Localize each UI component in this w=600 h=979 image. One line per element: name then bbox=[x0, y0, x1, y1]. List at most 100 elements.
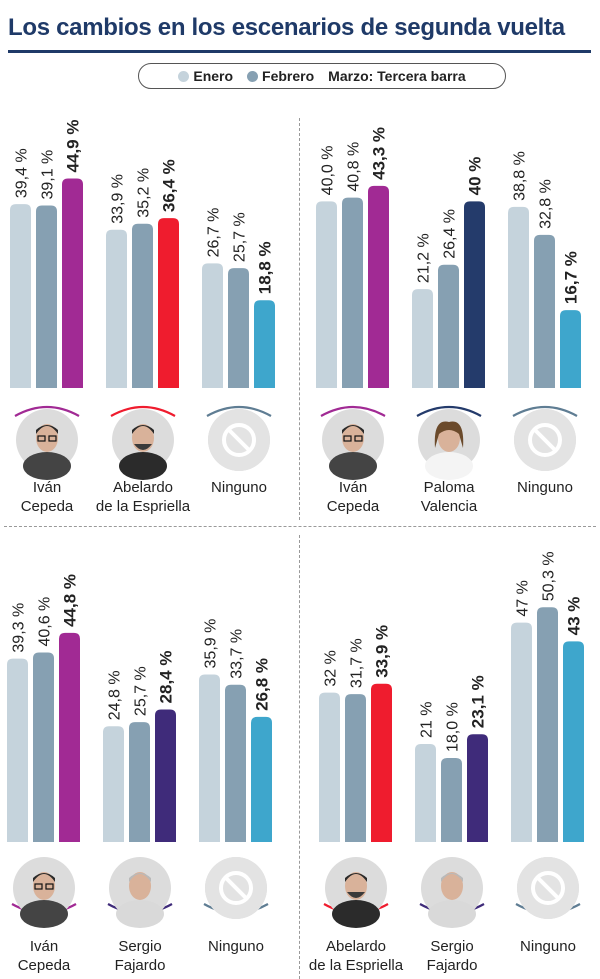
ninguno-icon bbox=[528, 423, 562, 457]
page-title: Los cambios en los escenarios de segunda… bbox=[8, 14, 565, 41]
candidate-name: de la Espriella bbox=[309, 957, 404, 974]
candidate-name: Ninguno bbox=[208, 938, 264, 955]
candidate-group: 21 % 18,0 % 23,1 % Sergio Fajardo bbox=[415, 675, 488, 974]
avatar-glasses-left bbox=[37, 435, 46, 442]
bar bbox=[412, 289, 433, 388]
avatar-glasses-right bbox=[48, 435, 57, 442]
avatar-arc bbox=[512, 406, 578, 417]
candidate-name: Fajardo bbox=[115, 957, 166, 974]
legend-item-2: Marzo: Tercera barra bbox=[328, 68, 465, 84]
bar bbox=[225, 684, 246, 842]
data-label: 35,2 % bbox=[136, 168, 153, 218]
avatar-face bbox=[33, 872, 55, 900]
ninguno-icon bbox=[222, 423, 256, 457]
title-bar: Los cambios en los escenarios de segunda… bbox=[0, 0, 600, 55]
bar bbox=[438, 264, 459, 388]
legend-label: Marzo: Tercera barra bbox=[328, 68, 466, 84]
data-label: 44,8 % bbox=[61, 574, 80, 627]
data-label: 40 % bbox=[466, 157, 485, 196]
data-label: 43,3 % bbox=[370, 127, 389, 180]
candidate-avatar bbox=[418, 409, 480, 480]
data-label: 23,1 % bbox=[469, 675, 488, 728]
bar bbox=[537, 607, 558, 842]
avatar-hair bbox=[434, 421, 464, 448]
candidate-name: Cepeda bbox=[327, 498, 380, 515]
avatar-arc bbox=[320, 406, 386, 417]
avatar-face bbox=[129, 872, 151, 900]
candidate-name: Abelardo bbox=[326, 938, 386, 955]
bar bbox=[371, 683, 392, 842]
candidate-name: Paloma bbox=[424, 479, 476, 496]
data-label: 26,7 % bbox=[206, 208, 223, 258]
chart-panel-1: 39,4 % 39,1 % 44,9 % Iván Cepeda 33,9 % 35,2 %… bbox=[10, 120, 275, 515]
bar bbox=[316, 201, 337, 388]
data-label: 39,4 % bbox=[14, 148, 31, 198]
candidate-name: Valencia bbox=[421, 498, 478, 515]
avatar-arc bbox=[206, 406, 272, 417]
divider-horizontal bbox=[4, 526, 596, 527]
avatar-shoulders bbox=[428, 900, 476, 928]
legend-item-1: Febrero bbox=[247, 68, 314, 84]
avatar-hair bbox=[33, 873, 55, 882]
bar bbox=[199, 674, 220, 842]
data-label: 47 % bbox=[515, 580, 532, 616]
legend-item-0: Enero bbox=[178, 68, 233, 84]
bar bbox=[441, 758, 462, 842]
bar bbox=[342, 197, 363, 388]
bar bbox=[464, 201, 485, 388]
data-label: 44,9 % bbox=[64, 120, 83, 173]
ninguno-slash bbox=[227, 428, 251, 452]
bar bbox=[129, 722, 150, 842]
avatar-shoulders bbox=[119, 452, 167, 480]
data-label: 43 % bbox=[565, 597, 584, 636]
avatar-arc bbox=[110, 406, 176, 417]
data-label: 26,4 % bbox=[442, 209, 459, 259]
candidate-name: Iván bbox=[33, 479, 61, 496]
candidate-group: 38,8 % 32,8 % 16,7 % Ninguno bbox=[508, 151, 581, 496]
avatar-shoulders bbox=[116, 900, 164, 928]
candidate-avatar bbox=[16, 409, 78, 480]
avatar-beard bbox=[347, 892, 365, 898]
candidate-name: Sergio bbox=[430, 938, 473, 955]
bar bbox=[415, 744, 436, 842]
candidate-group: 39,4 % 39,1 % 44,9 % Iván Cepeda bbox=[10, 120, 83, 515]
candidate-name: Abelardo bbox=[113, 479, 173, 496]
avatar-hair bbox=[342, 425, 364, 434]
avatar-hair bbox=[345, 873, 367, 882]
avatar-hair bbox=[36, 425, 58, 434]
candidate-group: 40,0 % 40,8 % 43,3 % Iván Cepeda bbox=[316, 127, 389, 515]
data-label: 21,2 % bbox=[416, 233, 433, 283]
avatar-beard bbox=[134, 444, 152, 450]
bar bbox=[251, 716, 272, 842]
chart-panel-4: 32 % 31,7 % 33,9 % Abelardo de la Espriella 2… bbox=[309, 551, 584, 974]
data-label: 24,8 % bbox=[107, 670, 124, 720]
avatar-shoulders bbox=[20, 900, 68, 928]
bar bbox=[560, 310, 581, 388]
data-label: 39,3 % bbox=[11, 603, 28, 653]
avatar-shoulders bbox=[23, 452, 71, 480]
ninguno-icon bbox=[517, 857, 579, 919]
ninguno-icon bbox=[531, 871, 565, 905]
avatar-hair bbox=[441, 873, 463, 882]
candidate-avatar bbox=[13, 857, 75, 928]
ninguno-icon bbox=[208, 409, 270, 471]
candidate-group: 24,8 % 25,7 % 28,4 % Sergio Fajardo bbox=[103, 651, 176, 974]
data-label: 50,3 % bbox=[541, 551, 558, 601]
avatar-arc bbox=[14, 406, 80, 417]
candidate-group: 39,3 % 40,6 % 44,8 % Iván Cepeda bbox=[7, 574, 80, 974]
data-label: 18,0 % bbox=[445, 702, 462, 752]
candidate-name: Cepeda bbox=[18, 957, 71, 974]
avatar-face bbox=[342, 424, 364, 452]
data-label: 25,7 % bbox=[232, 212, 249, 262]
avatar-glasses-left bbox=[343, 435, 352, 442]
data-label: 40,6 % bbox=[37, 597, 54, 647]
bar bbox=[368, 185, 389, 388]
candidate-name: Ninguno bbox=[517, 479, 573, 496]
candidate-name: Cepeda bbox=[21, 498, 74, 515]
bar bbox=[155, 709, 176, 842]
data-label: 35,9 % bbox=[203, 619, 220, 669]
avatar-shoulders bbox=[425, 452, 473, 480]
data-label: 25,7 % bbox=[133, 666, 150, 716]
bar bbox=[103, 726, 124, 842]
